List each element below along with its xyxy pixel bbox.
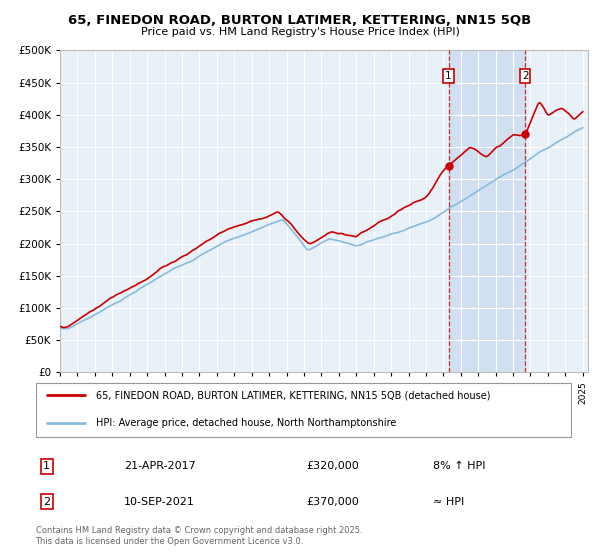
Text: 1: 1 bbox=[445, 71, 452, 81]
Text: 8% ↑ HPI: 8% ↑ HPI bbox=[433, 461, 485, 472]
Text: 10-SEP-2021: 10-SEP-2021 bbox=[124, 497, 195, 507]
Text: 21-APR-2017: 21-APR-2017 bbox=[124, 461, 196, 472]
Text: 1: 1 bbox=[43, 461, 50, 472]
Text: Price paid vs. HM Land Registry's House Price Index (HPI): Price paid vs. HM Land Registry's House … bbox=[140, 27, 460, 37]
Bar bbox=[449, 50, 525, 372]
Text: 65, FINEDON ROAD, BURTON LATIMER, KETTERING, NN15 5QB (detached house): 65, FINEDON ROAD, BURTON LATIMER, KETTER… bbox=[96, 390, 491, 400]
Text: HPI: Average price, detached house, North Northamptonshire: HPI: Average price, detached house, Nort… bbox=[96, 418, 397, 428]
Text: £320,000: £320,000 bbox=[306, 461, 359, 472]
Text: 2: 2 bbox=[43, 497, 50, 507]
Text: 65, FINEDON ROAD, BURTON LATIMER, KETTERING, NN15 5QB: 65, FINEDON ROAD, BURTON LATIMER, KETTER… bbox=[68, 14, 532, 27]
Text: Contains HM Land Registry data © Crown copyright and database right 2025.
This d: Contains HM Land Registry data © Crown c… bbox=[35, 526, 362, 546]
Text: £370,000: £370,000 bbox=[306, 497, 359, 507]
Text: 2: 2 bbox=[522, 71, 529, 81]
FancyBboxPatch shape bbox=[35, 382, 571, 437]
Text: ≈ HPI: ≈ HPI bbox=[433, 497, 464, 507]
